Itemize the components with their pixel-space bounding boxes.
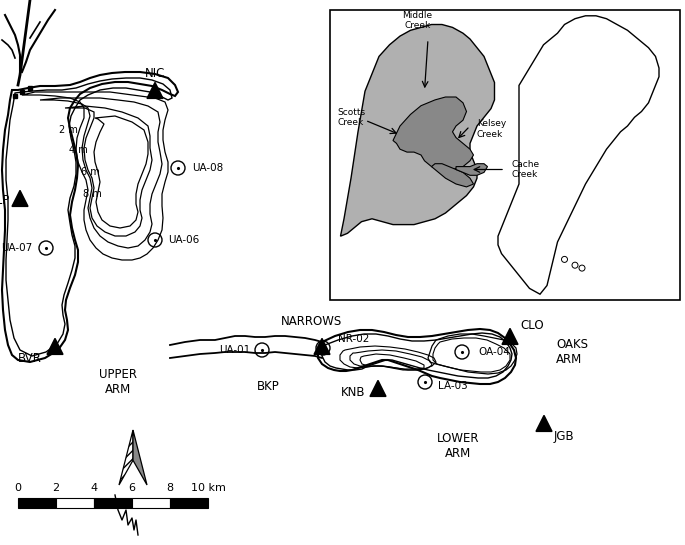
Polygon shape (12, 190, 28, 207)
Text: BVR: BVR (18, 352, 42, 365)
Bar (330, 10, 680, 300)
Text: 2: 2 (53, 483, 60, 493)
Bar (132, 498, 170, 508)
Text: UA-01: UA-01 (219, 345, 250, 355)
Text: 4 m: 4 m (69, 145, 88, 155)
Polygon shape (456, 164, 488, 175)
Text: NARROWS: NARROWS (282, 315, 342, 328)
Bar (18, 498, 56, 508)
Polygon shape (314, 338, 330, 354)
Polygon shape (119, 430, 133, 485)
Text: 4: 4 (90, 483, 97, 493)
Text: Middle
Creek: Middle Creek (402, 11, 432, 31)
Text: Kelsey
Creek: Kelsey Creek (477, 119, 506, 138)
Text: 8 m: 8 m (84, 189, 102, 199)
Bar (94, 498, 132, 508)
Polygon shape (502, 329, 518, 344)
Text: 6: 6 (129, 483, 136, 493)
Polygon shape (47, 338, 63, 354)
Polygon shape (536, 415, 552, 432)
Text: CLO: CLO (520, 319, 544, 332)
Text: LOWER
ARM: LOWER ARM (437, 432, 480, 460)
Text: KNB: KNB (340, 386, 365, 399)
Text: UA-08: UA-08 (192, 163, 223, 173)
Polygon shape (147, 82, 163, 99)
Polygon shape (340, 25, 495, 236)
Text: 10 km: 10 km (190, 483, 225, 493)
Text: OA-04: OA-04 (478, 347, 510, 357)
Text: 6 m: 6 m (82, 167, 100, 177)
Polygon shape (133, 430, 147, 485)
Text: NIC: NIC (145, 67, 165, 80)
Text: 8: 8 (166, 483, 173, 493)
Text: OAKS
ARM: OAKS ARM (556, 338, 588, 366)
Text: JGB: JGB (554, 430, 575, 443)
Polygon shape (432, 164, 473, 187)
Text: NR-02: NR-02 (338, 334, 369, 344)
Text: UPPER
ARM: UPPER ARM (99, 368, 137, 396)
Text: UA-06: UA-06 (168, 235, 199, 245)
Text: Cache
Creek: Cache Creek (512, 160, 540, 179)
Text: UA-07: UA-07 (1, 243, 32, 253)
Text: 2 m: 2 m (59, 125, 78, 135)
Polygon shape (370, 380, 386, 396)
Text: Scotts
Creek: Scotts Creek (337, 107, 365, 127)
Text: 0: 0 (14, 483, 21, 493)
Text: LA-03: LA-03 (438, 381, 468, 391)
Bar (56, 498, 94, 508)
Bar (170, 498, 208, 508)
Polygon shape (393, 97, 473, 169)
Text: BKP: BKP (257, 380, 279, 393)
Text: NLP: NLP (0, 193, 10, 207)
